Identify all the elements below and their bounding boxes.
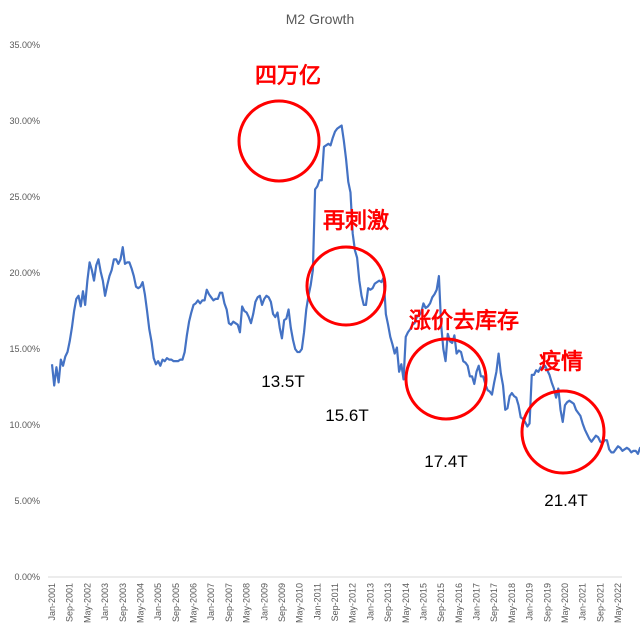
x-tick-label: Sep-2009: [277, 583, 287, 622]
m2-growth-series-line: [50, 124, 640, 455]
x-tick-label: May-2004: [135, 583, 145, 623]
x-tick-label: May-2018: [507, 583, 517, 623]
annotation-label: 四万亿: [255, 64, 321, 89]
annotation-value-label: 13.5T: [261, 372, 304, 391]
x-tick-label: Sep-2007: [224, 583, 234, 622]
chart-title: M2 Growth: [286, 11, 354, 27]
x-axis: Jan-2001 Sep-2001 May-2002 Jan-2003 Sep-2003…: [47, 583, 623, 623]
x-tick-label: Jan-2021: [578, 583, 588, 621]
x-tick-label: Sep-2001: [65, 583, 75, 622]
x-tick-label: May-2014: [401, 583, 411, 623]
x-tick-label: May-2006: [189, 583, 199, 623]
annotations: 四万亿 13.5T 再刺激 15.6T 涨价去库存 17.4T 疫情 21.4T: [237, 64, 606, 510]
annotation-value-label: 17.4T: [424, 452, 467, 471]
y-tick-label: 30.00%: [9, 116, 40, 126]
x-tick-label: Sep-2011: [330, 583, 340, 621]
y-tick-label: 5.00%: [14, 496, 40, 506]
x-tick-label: Jan-2003: [100, 583, 110, 621]
annotation-circle: [520, 389, 606, 475]
annotation-label: 疫情: [539, 349, 583, 375]
x-tick-label: Sep-2015: [436, 583, 446, 622]
x-tick-label: Jan-2017: [472, 583, 482, 621]
x-tick-label: May-2022: [613, 583, 623, 623]
x-tick-label: Jan-2005: [153, 583, 163, 621]
x-tick-label: Jan-2013: [365, 583, 375, 621]
x-tick-label: May-2016: [454, 583, 464, 623]
x-tick-label: May-2002: [82, 583, 92, 623]
annotation-circle: [404, 337, 488, 421]
x-tick-label: Sep-2017: [489, 583, 499, 622]
x-tick-label: Sep-2003: [118, 583, 128, 622]
annotation-label: 再刺激: [323, 208, 389, 234]
annotation-value-label: 15.6T: [325, 406, 368, 425]
annotation-circle: [305, 245, 387, 327]
x-tick-label: May-2010: [295, 583, 305, 623]
x-tick-label: Sep-2021: [595, 583, 605, 622]
x-tick-label: Sep-2005: [171, 583, 181, 622]
y-tick-label: 15.00%: [9, 344, 40, 354]
annotation-circle: [237, 99, 321, 183]
y-tick-label: 35.00%: [9, 40, 40, 50]
x-tick-label: Sep-2013: [383, 583, 393, 622]
x-tick-label: Sep-2019: [542, 583, 552, 622]
x-tick-label: Jan-2007: [206, 583, 216, 621]
y-tick-label: 25.00%: [9, 192, 40, 202]
y-axis: 0.00% 5.00% 10.00% 15.00% 20.00% 25.00% 30.00%…: [9, 40, 40, 582]
x-tick-label: Jan-2015: [418, 583, 428, 621]
x-tick-label: May-2012: [348, 583, 358, 623]
x-tick-label: Jan-2001: [47, 583, 57, 621]
x-tick-label: May-2020: [560, 583, 570, 623]
y-tick-label: 0.00%: [14, 572, 40, 582]
annotation-label: 涨价去库存: [409, 308, 519, 334]
y-tick-label: 10.00%: [9, 420, 40, 430]
x-tick-label: Jan-2009: [259, 583, 269, 621]
x-tick-label: Jan-2019: [525, 583, 535, 621]
x-tick-label: Jan-2011: [312, 583, 322, 620]
x-tick-label: May-2008: [242, 583, 252, 623]
y-tick-label: 20.00%: [9, 268, 40, 278]
annotation-value-label: 21.4T: [544, 491, 587, 510]
